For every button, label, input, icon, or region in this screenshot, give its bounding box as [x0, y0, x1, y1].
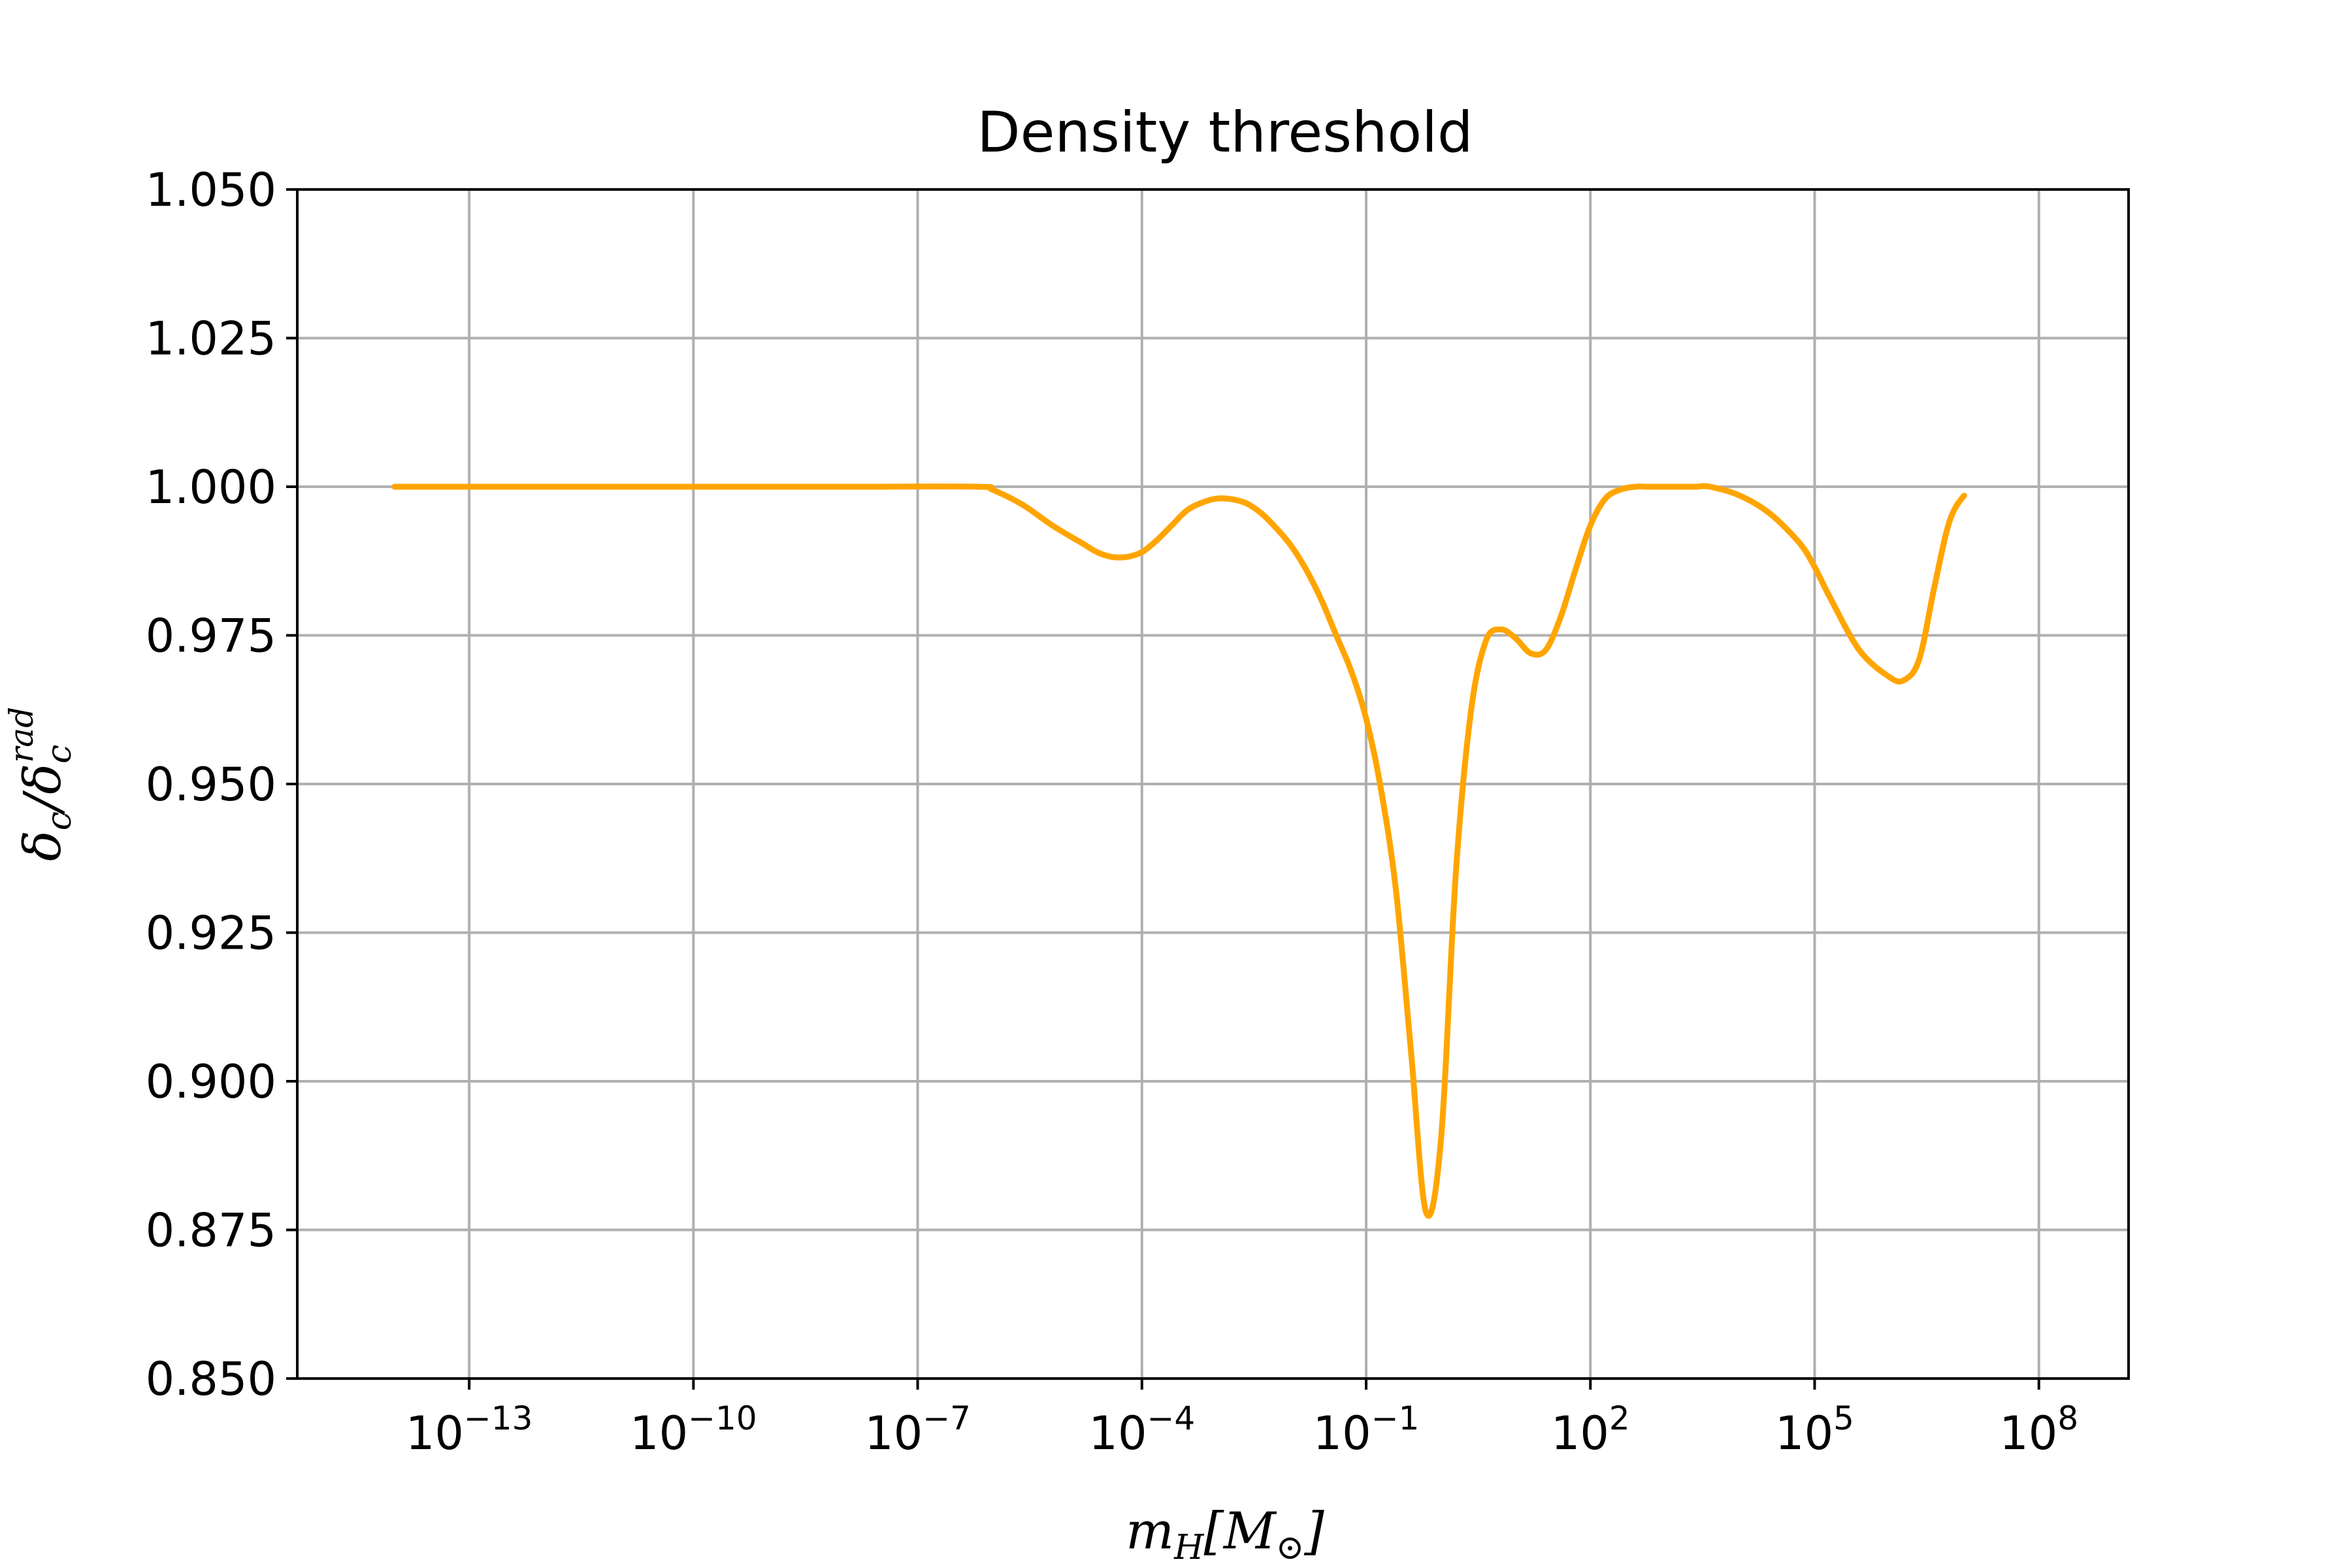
x-axis-label: mH[M⊙]	[1126, 1502, 1324, 1567]
x-tick-label: 10−13	[406, 1399, 533, 1460]
y-tick-label: 0.975	[146, 610, 276, 663]
y-tick-label: 1.000	[146, 461, 276, 514]
y-tick-label: 0.950	[146, 758, 276, 811]
series-line	[391, 483, 1967, 1219]
x-label-main: m	[1126, 1502, 1174, 1561]
y-label-sub1: c	[40, 811, 79, 830]
x-tick-label: 10−4	[1088, 1399, 1195, 1460]
y-tick-label: 1.050	[146, 163, 276, 217]
y-label-slash: /δ	[14, 764, 73, 816]
x-tick-label: 102	[1551, 1399, 1630, 1460]
x-label-bracket-close: ]	[1303, 1502, 1324, 1561]
y-axis-ticks: 0.850 0.875 0.900 0.925 0.950 0.975 1.000 1.025…	[146, 163, 297, 1406]
x-tick-label: 10−7	[864, 1399, 971, 1460]
x-tick-label: 105	[1775, 1399, 1854, 1460]
y-label-sub2: c	[40, 745, 79, 764]
y-tick-label: 0.900	[146, 1055, 276, 1109]
x-tick-label: 108	[1999, 1399, 2078, 1460]
y-axis-label: δc/δcrad	[3, 707, 79, 861]
x-label-sun: ⊙	[1276, 1528, 1305, 1567]
y-tick-label: 1.025	[146, 312, 276, 366]
x-axis-ticks: 10−13 10−10 10−7 10−4 10−1 102 105 108	[406, 1379, 2078, 1460]
x-tick-label: 10−1	[1313, 1399, 1420, 1460]
y-tick-label: 0.925	[146, 907, 276, 960]
chart-title: Density threshold	[977, 100, 1473, 165]
x-tick-label: 10−10	[630, 1399, 757, 1460]
y-tick-label: 0.875	[146, 1204, 276, 1258]
y-tick-label: 0.850	[146, 1352, 276, 1406]
x-label-bracket-open: [M	[1204, 1502, 1277, 1561]
y-label-delta1: δ	[14, 830, 73, 861]
y-label-sup2: rad	[3, 707, 41, 763]
x-label-sub: H	[1173, 1528, 1205, 1567]
grid	[297, 189, 2129, 1379]
